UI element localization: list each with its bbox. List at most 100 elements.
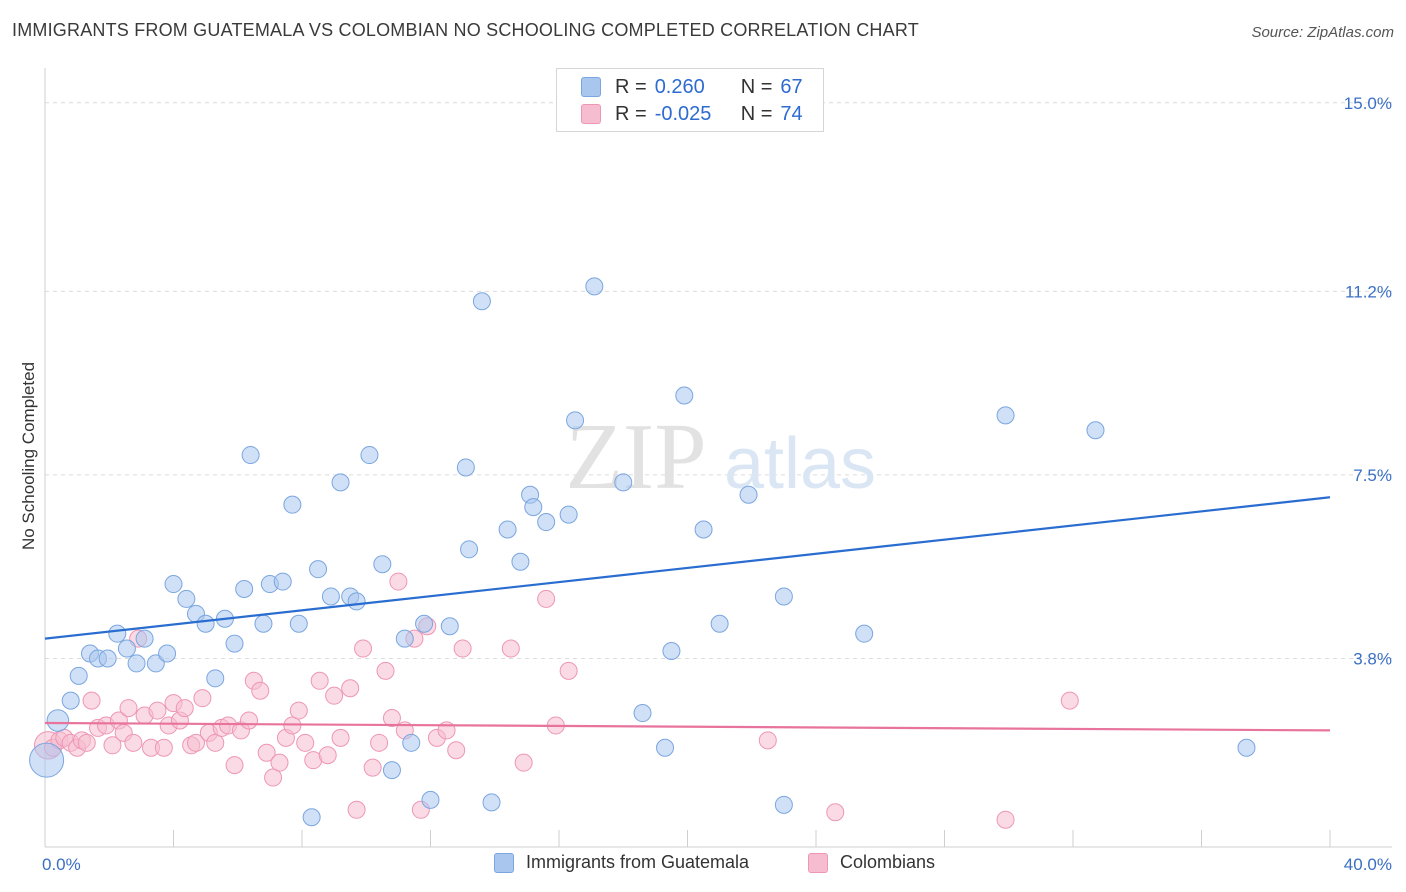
guatemala-point	[855, 624, 874, 643]
colombians-point	[453, 639, 472, 658]
legend-swatch-pink	[581, 104, 601, 124]
guatemala-point	[29, 742, 65, 778]
chart-title: IMMIGRANTS FROM GUATEMALA VS COLOMBIAN N…	[12, 20, 919, 40]
guatemala-point	[675, 386, 694, 405]
colombians-point	[82, 691, 101, 710]
guatemala-point	[633, 704, 652, 723]
guatemala-point	[1086, 421, 1105, 440]
colombians-point	[251, 681, 270, 700]
legend-n-value: 67	[780, 75, 803, 98]
guatemala-point	[254, 614, 273, 633]
colombians-point	[514, 753, 533, 772]
colombians-point	[331, 728, 350, 747]
colombians-point	[175, 699, 194, 718]
colombians-point	[103, 736, 122, 755]
colombians-point	[826, 803, 845, 822]
guatemala-point	[117, 639, 136, 658]
watermark: ZIP atlas	[566, 405, 877, 509]
colombians-point	[225, 756, 244, 775]
tick-labels: 3.8% 7.5% 11.2% 15.0% 0.0% 40.0%	[42, 94, 1392, 874]
guatemala-point	[460, 540, 479, 559]
colombians-point	[537, 589, 556, 608]
stats-legend: R = 0.260 N = 67 R = -0.025 N = 74	[556, 68, 824, 132]
guatemala-point	[309, 560, 328, 579]
guatemala-point	[196, 614, 215, 633]
colombians-point	[996, 810, 1015, 829]
guatemala-point	[656, 738, 675, 757]
legend-row-colombians: R = -0.025 N = 74	[581, 101, 803, 127]
colombians-point	[318, 746, 337, 765]
guatemala-point	[710, 614, 729, 633]
guatemala-point	[472, 292, 491, 311]
legend-item-guatemala[interactable]: Immigrants from Guatemala	[494, 852, 749, 873]
guatemala-point	[61, 691, 80, 710]
legend-row-guatemala: R = 0.260 N = 67	[581, 74, 803, 100]
guatemala-point	[135, 629, 154, 648]
guatemala-point	[347, 592, 366, 611]
guatemala-point	[614, 473, 633, 492]
colombians-point	[289, 701, 308, 720]
guatemala-point	[241, 446, 260, 465]
guatemala-point	[559, 505, 578, 524]
guatemala-point	[774, 795, 793, 814]
series-legend: Immigrants from Guatemala Colombians	[0, 852, 1406, 878]
colombians-point	[119, 699, 138, 718]
guatemala-point	[127, 654, 146, 673]
legend-swatch-blue	[581, 77, 601, 97]
guatemala-point	[1237, 738, 1256, 757]
y-tick-label: 3.8%	[1353, 649, 1392, 668]
colombians-trend-line	[44, 721, 1331, 732]
guatemala-point	[415, 614, 434, 633]
trend-lines	[44, 496, 1331, 732]
guatemala-point	[511, 552, 530, 571]
colombians-point	[758, 731, 777, 750]
legend-swatch-pink	[808, 852, 828, 873]
guatemala-point	[585, 277, 604, 296]
x-tick-label: 0.0%	[42, 855, 81, 874]
legend-n-label: N =	[740, 102, 773, 125]
colombians-point	[341, 679, 360, 698]
guatemala-point	[382, 761, 401, 780]
legend-swatch-blue	[494, 852, 514, 873]
legend-r-label: R =	[615, 102, 647, 125]
colombians-point	[347, 800, 366, 819]
legend-label-colombians: Colombians	[840, 852, 936, 872]
colombians-point	[257, 743, 276, 762]
legend-item-colombians[interactable]: Colombians	[808, 852, 935, 873]
guatemala-point	[566, 411, 585, 430]
colombians-point	[354, 639, 373, 658]
guatemala-point	[146, 654, 165, 673]
colombians-point	[77, 733, 96, 752]
y-tick-label: 15.0%	[1344, 94, 1392, 113]
colombians-point	[501, 639, 520, 658]
y-axis-label: No Schooling Completed	[19, 362, 38, 550]
guatemala-point	[537, 513, 556, 532]
colombians-point	[264, 768, 283, 787]
guatemala-point	[206, 669, 225, 688]
colombians-point	[325, 686, 344, 705]
guatemala-trend-line	[44, 496, 1331, 640]
legend-n-value: 74	[780, 102, 803, 125]
guatemala-point	[69, 666, 88, 685]
legend-r-value: 0.260	[654, 75, 705, 98]
guatemala-point	[739, 485, 758, 504]
legend-r-value: -0.025	[654, 102, 712, 125]
colombians-point	[270, 753, 289, 772]
guatemala-point	[302, 808, 321, 827]
colombians-point	[124, 733, 143, 752]
guatemala-point	[524, 498, 543, 517]
guatemala-point	[421, 790, 440, 809]
colombians-points	[34, 572, 1079, 829]
guatemala-point	[402, 733, 421, 752]
guatemala-point	[456, 458, 475, 477]
legend-r-label: R =	[615, 75, 647, 98]
legend-n-label: N =	[740, 75, 773, 98]
colombians-point	[239, 711, 258, 730]
colombians-point	[148, 701, 167, 720]
x-tick-label: 40.0%	[1344, 855, 1392, 874]
colombians-point	[296, 733, 315, 752]
guatemala-point	[440, 617, 459, 636]
axes	[44, 68, 1392, 848]
colombians-point	[382, 709, 401, 728]
